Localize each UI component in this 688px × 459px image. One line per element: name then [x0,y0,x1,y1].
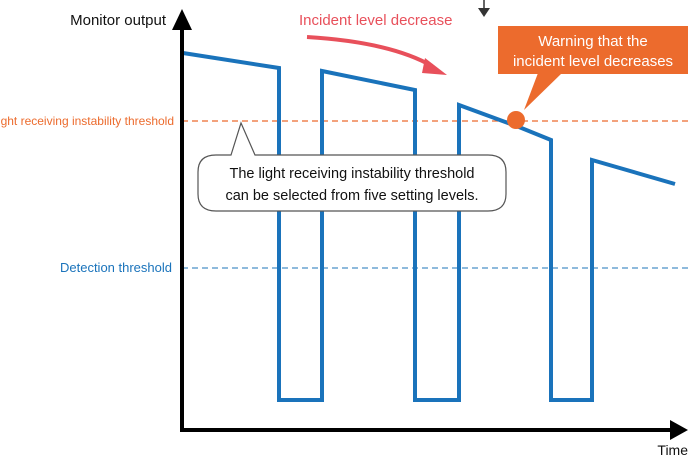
warning-point-marker [507,111,525,129]
incident-level-decrease-label: Incident level decrease [299,12,452,29]
warning-callout-line-1: Warning that the [538,33,648,50]
light-instability-threshold-label: Light receiving instability threshold [0,114,174,128]
bubble-line-1: The light receiving instability threshol… [229,166,474,182]
threshold-setting-bubble: The light receiving instability threshol… [197,121,507,212]
y-axis-label: Monitor output [70,12,167,29]
detection-threshold-label: Detection threshold [60,260,172,275]
bubble-line-2: can be selected from five setting levels… [225,188,478,204]
warning-callout-line-2: incident level decreases [513,53,673,70]
y-axis [172,9,192,430]
x-axis [180,420,688,440]
x-axis-label: Time [657,442,688,458]
incident-decrease-arrow-icon [306,35,447,75]
warning-callout: Warning that the incident level decrease… [498,26,688,110]
monitor-output-signal [182,51,676,402]
input-arrow-icon [478,0,490,17]
